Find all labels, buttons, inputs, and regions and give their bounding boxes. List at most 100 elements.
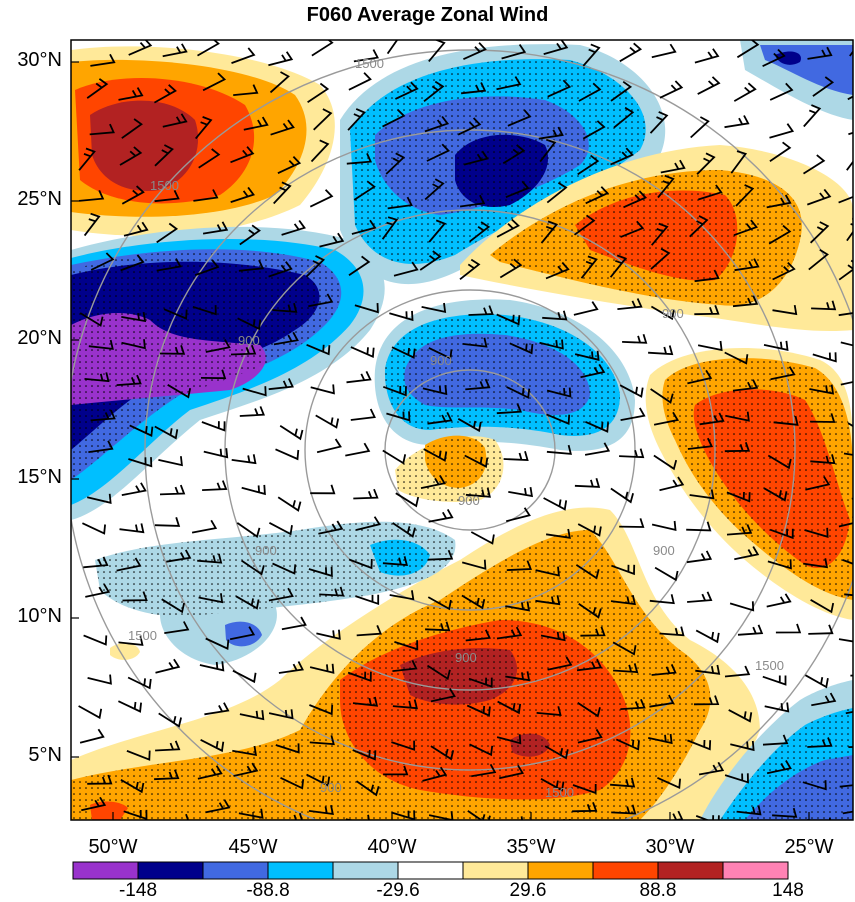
colorbar-label: -29.6: [376, 880, 420, 901]
wind-barb: [648, 733, 673, 745]
wind-barb: [469, 743, 494, 757]
wind-barb: [268, 709, 294, 720]
wind-barb: [540, 220, 559, 244]
wind-barb: [840, 341, 853, 347]
contour-label: 1500: [545, 785, 574, 800]
wind-barb: [164, 621, 190, 634]
lon-label: 45°W: [228, 836, 278, 858]
wind-barb: [735, 184, 755, 207]
wind-barb: [156, 258, 182, 272]
wind-barb: [505, 507, 531, 523]
wind-barb: [385, 152, 406, 175]
wind-barb: [428, 347, 453, 360]
wind-barb: [90, 53, 116, 67]
lon-label: 35°W: [506, 836, 556, 858]
wind-barb: [159, 345, 186, 355]
axis-ticks: [71, 61, 810, 820]
wind-barb: [423, 448, 448, 462]
wind-barb: [231, 47, 256, 64]
wind-barb: [808, 248, 829, 271]
wind-barb: [128, 457, 153, 468]
wind-barb: [471, 763, 497, 778]
wind-barb: [843, 452, 853, 456]
wind-barb: [121, 311, 147, 323]
wind-barb: [425, 621, 451, 632]
wind-barb: [193, 189, 219, 202]
wind-barb: [198, 148, 221, 169]
wind-barb: [242, 386, 267, 397]
wind-barb: [506, 386, 531, 399]
wind-barb: [85, 583, 111, 598]
wind-barb: [732, 379, 759, 392]
wind-barb: [687, 437, 714, 450]
wind-barb: [733, 219, 758, 237]
wind-barb: [805, 476, 831, 491]
wind-barb: [319, 232, 345, 248]
wind-barb: [121, 185, 145, 205]
wind-barb: [121, 482, 147, 496]
wind-barb: [239, 224, 261, 246]
wind-barb: [770, 366, 796, 381]
wind-barb: [275, 743, 300, 754]
wind-barb: [205, 799, 231, 814]
wind-barb: [382, 556, 408, 566]
wind-barb: [119, 523, 145, 534]
wind-barb: [772, 807, 798, 818]
wind-barb: [649, 694, 675, 708]
wind-barb: [116, 557, 142, 572]
wind-barb: [659, 476, 685, 492]
wind-barb: [546, 413, 571, 426]
wind-barb: [545, 261, 570, 280]
wind-barb: [280, 776, 305, 790]
wind-barb: [846, 147, 853, 171]
wind-barb: [728, 709, 753, 723]
wind-barb: [88, 440, 114, 453]
wind-barb: [350, 346, 375, 359]
wind-barb: [651, 664, 677, 676]
wind-barb: [807, 737, 833, 748]
wind-barb: [154, 144, 174, 167]
wind-barb: [281, 616, 307, 631]
wind-barb: [468, 677, 493, 688]
wind-barb: [230, 186, 255, 203]
wind-barb: [503, 451, 529, 461]
wind-barb: [313, 108, 333, 131]
wind-barb: [574, 350, 600, 361]
lon-label: 40°W: [367, 836, 417, 858]
wind-barb: [496, 626, 523, 640]
wind-barb: [804, 674, 829, 689]
contour-label: 1500: [355, 56, 384, 71]
wind-barb: [535, 595, 561, 606]
wind-barb: [118, 87, 144, 101]
wind-barb: [345, 814, 370, 820]
wind-barb: [238, 808, 264, 819]
wind-barb: [355, 516, 381, 531]
wind-barb: [547, 656, 573, 671]
wind-barb: [812, 76, 835, 97]
wind-barb: [268, 378, 294, 391]
wind-barb: [122, 591, 148, 602]
wind-barb: [505, 180, 530, 199]
wind-barb: [430, 745, 455, 761]
wind-barb: [230, 146, 255, 164]
wind-barb: [381, 216, 399, 240]
wind-barb: [123, 221, 149, 237]
wind-barb: [580, 626, 606, 637]
wind-barb: [120, 254, 145, 272]
wind-barb: [620, 698, 646, 710]
wind-barb: [233, 762, 259, 777]
wind-barb: [347, 671, 372, 682]
colorbar-swatch: [332, 861, 399, 880]
wind-barb: [382, 108, 406, 128]
wind-barb: [422, 385, 448, 396]
wind-barb: [775, 623, 802, 634]
wind-barb: [724, 773, 749, 784]
wind-barb: [236, 522, 261, 538]
wind-barb: [423, 80, 445, 103]
wind-barb: [574, 478, 601, 488]
wind-barb: [230, 344, 257, 356]
wind-barb: [737, 624, 764, 636]
wind-barb: [84, 372, 110, 383]
wind-barb: [539, 138, 557, 163]
wind-barb: [729, 601, 755, 612]
